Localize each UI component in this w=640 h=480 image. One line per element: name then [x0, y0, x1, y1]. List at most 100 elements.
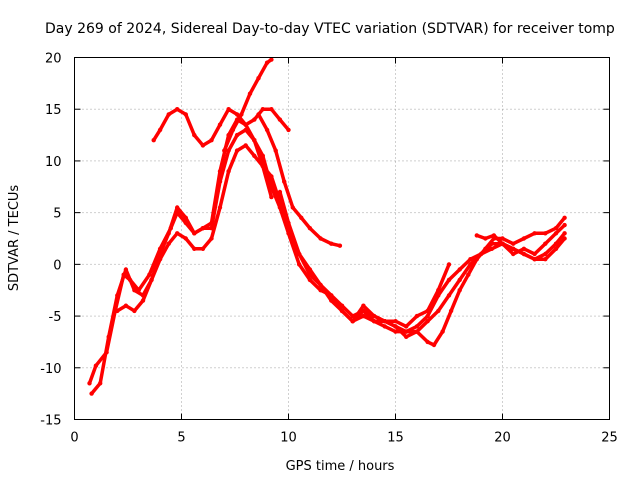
data-point	[532, 251, 537, 257]
data-point	[446, 293, 452, 298]
data-point	[115, 293, 120, 298]
data-point	[175, 107, 180, 112]
data-point	[175, 205, 180, 210]
data-point	[140, 298, 146, 303]
data-point	[157, 251, 163, 257]
data-point	[339, 303, 345, 308]
data-point	[132, 308, 137, 314]
data-point	[256, 112, 261, 117]
series-8-line	[475, 223, 567, 256]
data-point	[226, 148, 231, 153]
data-point	[183, 112, 188, 117]
data-point	[222, 148, 227, 153]
data-point	[230, 127, 236, 133]
data-point	[98, 381, 103, 386]
data-point	[371, 313, 377, 319]
x-tick-label: 20	[494, 431, 511, 446]
data-point	[393, 324, 398, 329]
data-point	[404, 334, 409, 339]
data-point	[521, 251, 527, 257]
data-point	[553, 231, 559, 236]
data-point	[252, 138, 257, 143]
data-point	[543, 251, 548, 257]
data-point	[307, 226, 313, 231]
y-tick-label: 5	[53, 207, 61, 222]
data-series-group	[87, 57, 567, 396]
data-point	[350, 319, 355, 324]
data-point	[200, 226, 206, 231]
y-tick-label: 15	[45, 103, 62, 118]
data-point	[123, 267, 129, 272]
data-point	[436, 308, 441, 314]
data-point	[234, 132, 240, 138]
data-point	[382, 324, 387, 329]
data-point	[256, 76, 261, 81]
data-point	[307, 277, 313, 283]
data-point	[106, 334, 111, 339]
data-point	[166, 112, 171, 117]
data-point	[500, 236, 505, 241]
data-point	[457, 277, 462, 283]
data-point	[87, 381, 92, 386]
data-point	[217, 169, 223, 174]
data-point	[264, 127, 270, 133]
data-point	[474, 257, 479, 262]
data-point	[425, 339, 430, 345]
data-point	[282, 179, 287, 184]
data-point	[260, 107, 265, 112]
data-point	[532, 257, 537, 262]
data-point	[329, 298, 334, 303]
data-point	[192, 246, 197, 251]
data-point	[457, 288, 462, 293]
data-point	[553, 226, 559, 231]
data-point	[297, 251, 302, 257]
data-point	[562, 222, 567, 228]
data-point	[339, 308, 345, 314]
data-point	[277, 117, 283, 122]
data-point	[404, 329, 409, 334]
data-point	[243, 143, 248, 148]
data-point	[425, 319, 430, 324]
x-tick-label: 25	[601, 431, 618, 446]
data-point	[414, 324, 420, 329]
axis-ticks: 0 5 10 15 20 25 -15 -10 -5 0 5 10 15 20	[40, 52, 618, 446]
data-point	[468, 257, 473, 262]
data-point	[239, 112, 244, 117]
data-point	[209, 236, 214, 241]
data-point	[217, 205, 223, 210]
data-point	[521, 246, 527, 251]
data-point	[511, 241, 516, 246]
data-point	[382, 319, 387, 324]
plot-frame	[74, 57, 610, 420]
data-point	[209, 220, 214, 226]
data-point	[307, 272, 313, 277]
data-point	[192, 231, 197, 236]
y-tick-label: 20	[45, 52, 62, 67]
y-axis-label: SDTVAR / TECUs	[7, 185, 22, 292]
data-point	[115, 308, 120, 314]
data-point	[446, 277, 452, 283]
x-tick-label: 15	[387, 431, 404, 446]
data-point	[318, 236, 323, 241]
data-point	[491, 233, 497, 238]
data-point	[247, 91, 253, 96]
data-point	[483, 246, 488, 251]
data-point	[175, 231, 180, 236]
data-point	[149, 277, 154, 283]
data-point	[269, 57, 274, 62]
series-1-line	[89, 143, 567, 396]
data-point	[252, 117, 257, 122]
data-point	[500, 241, 505, 246]
data-point	[269, 107, 274, 112]
series-4-line	[222, 57, 274, 153]
data-point	[290, 205, 295, 210]
data-point	[361, 303, 366, 308]
data-point	[440, 329, 445, 334]
data-point	[425, 313, 430, 319]
data-point	[489, 246, 494, 251]
data-point	[93, 363, 99, 368]
data-point	[183, 236, 188, 241]
data-point	[318, 282, 323, 288]
data-point	[264, 60, 270, 65]
